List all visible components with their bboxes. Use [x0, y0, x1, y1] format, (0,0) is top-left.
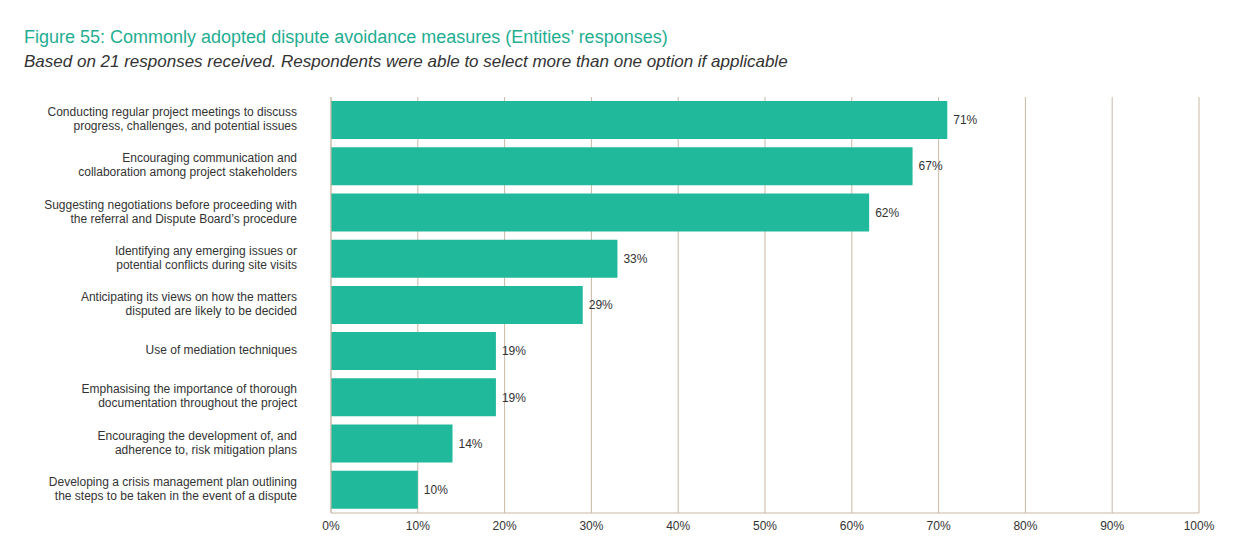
- svg-text:40%: 40%: [666, 519, 690, 533]
- svg-text:67%: 67%: [919, 159, 943, 173]
- svg-text:71%: 71%: [953, 113, 977, 127]
- svg-text:19%: 19%: [502, 344, 526, 358]
- svg-text:62%: 62%: [875, 206, 899, 220]
- svg-text:50%: 50%: [753, 519, 777, 533]
- svg-text:90%: 90%: [1100, 519, 1124, 533]
- svg-text:Encouraging the development of: Encouraging the development of, andadher…: [98, 429, 297, 457]
- svg-text:19%: 19%: [502, 391, 526, 405]
- svg-text:Anticipating its views on how: Anticipating its views on how the matter…: [81, 290, 297, 318]
- svg-text:Suggesting negotiations before: Suggesting negotiations before proceedin…: [44, 198, 297, 226]
- svg-text:29%: 29%: [589, 298, 613, 312]
- svg-text:60%: 60%: [840, 519, 864, 533]
- svg-text:33%: 33%: [623, 252, 647, 266]
- svg-text:Emphasising the importance of: Emphasising the importance of thoroughdo…: [82, 383, 298, 411]
- svg-text:0%: 0%: [322, 519, 340, 533]
- svg-text:14%: 14%: [459, 437, 483, 451]
- svg-text:10%: 10%: [406, 519, 430, 533]
- svg-text:20%: 20%: [493, 519, 517, 533]
- svg-text:70%: 70%: [927, 519, 951, 533]
- svg-text:Identifying any emerging issue: Identifying any emerging issues orpotent…: [115, 244, 297, 272]
- svg-text:Developing a crisis management: Developing a crisis management plan outl…: [49, 475, 297, 503]
- svg-text:80%: 80%: [1013, 519, 1037, 533]
- html-text:Figure 55: Commonly adopted di: Figure 55: Commonly adopted dispute avoi…: [24, 27, 668, 47]
- svg-text:Conducting regular project mee: Conducting regular project meetings to d…: [48, 105, 297, 133]
- svg-text:10%: 10%: [424, 483, 448, 497]
- svg-text:30%: 30%: [579, 519, 603, 533]
- html-text:Based on 21 responses received: Based on 21 responses received. Responde…: [24, 52, 788, 71]
- svg-text:Use of mediation techniques: Use of mediation techniques: [146, 343, 297, 357]
- svg-text:100%: 100%: [1184, 519, 1215, 533]
- svg-text:Encouraging communication andc: Encouraging communication andcollaborati…: [78, 152, 297, 180]
